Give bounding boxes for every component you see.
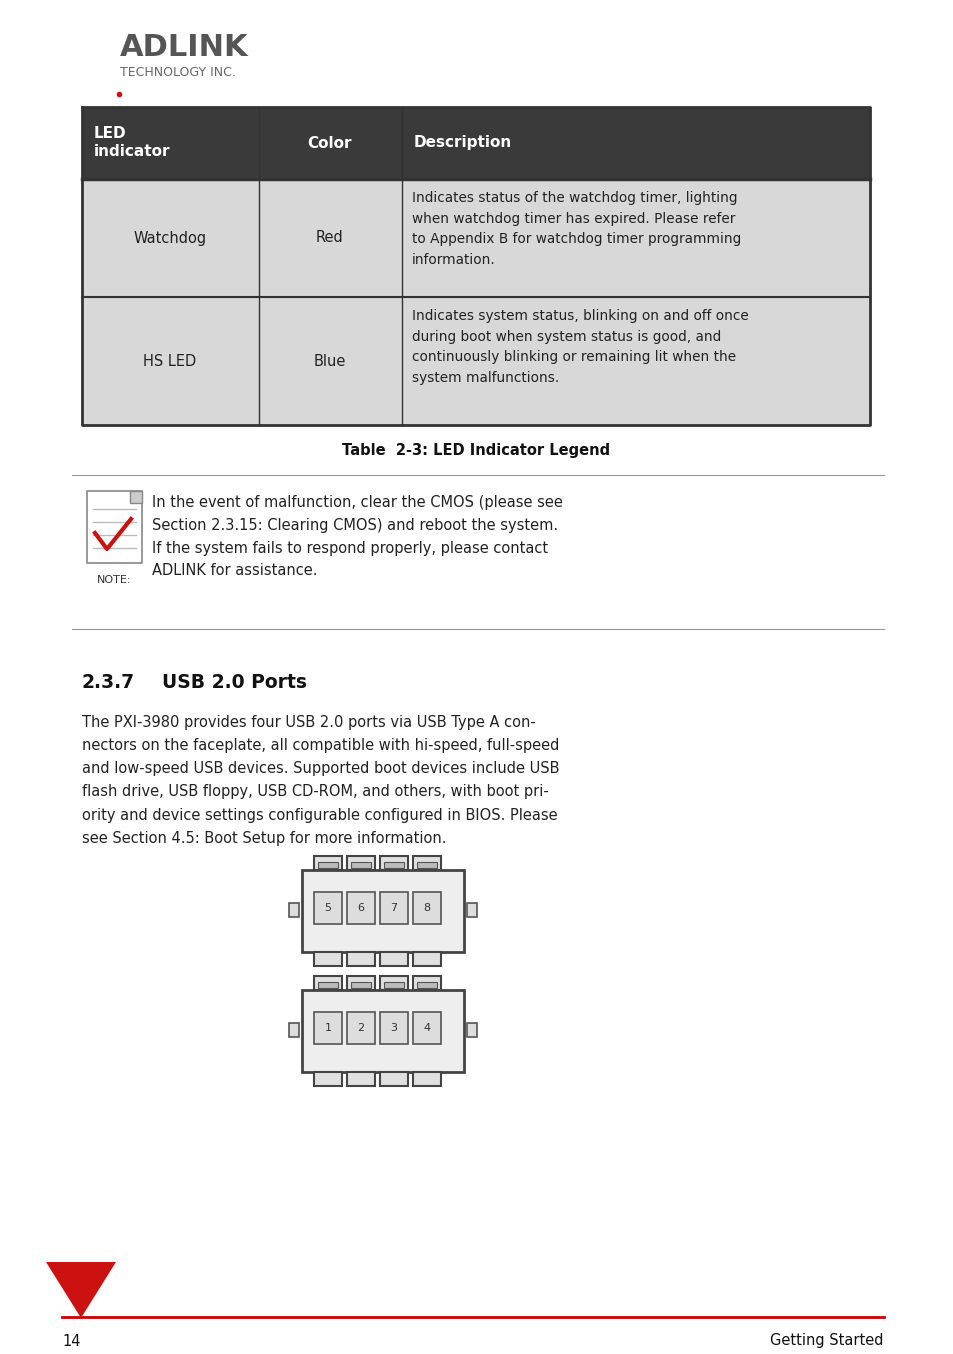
Text: Description: Description bbox=[414, 135, 512, 150]
Text: USB 2.0 Ports: USB 2.0 Ports bbox=[162, 673, 307, 692]
Text: LED
indicator: LED indicator bbox=[94, 126, 171, 160]
Text: 5: 5 bbox=[324, 903, 331, 913]
Bar bbox=[289, 903, 298, 917]
Bar bbox=[347, 1011, 375, 1044]
Bar bbox=[82, 107, 869, 179]
Text: Table  2-3: LED Indicator Legend: Table 2-3: LED Indicator Legend bbox=[341, 444, 609, 459]
Text: 2: 2 bbox=[357, 1024, 364, 1033]
Text: 8: 8 bbox=[423, 903, 430, 913]
Text: ADLINK: ADLINK bbox=[120, 34, 249, 62]
Bar bbox=[384, 862, 403, 868]
Text: Indicates system status, blinking on and off once
during boot when system status: Indicates system status, blinking on and… bbox=[412, 309, 748, 385]
Bar bbox=[467, 903, 476, 917]
Bar bbox=[317, 862, 337, 868]
Polygon shape bbox=[46, 1262, 116, 1317]
Bar bbox=[379, 1072, 408, 1086]
Bar bbox=[87, 492, 142, 563]
Text: The PXI-3980 provides four USB 2.0 ports via USB Type A con-
nectors on the face: The PXI-3980 provides four USB 2.0 ports… bbox=[82, 715, 558, 846]
Text: 7: 7 bbox=[390, 903, 397, 913]
Bar bbox=[416, 862, 436, 868]
Bar bbox=[351, 862, 371, 868]
Text: 3: 3 bbox=[390, 1024, 397, 1033]
Polygon shape bbox=[130, 492, 142, 502]
Bar bbox=[347, 892, 375, 923]
Bar bbox=[413, 976, 440, 990]
Text: 1: 1 bbox=[324, 1024, 331, 1033]
Bar bbox=[314, 892, 341, 923]
Bar bbox=[314, 952, 341, 965]
Bar bbox=[302, 990, 463, 1072]
Bar bbox=[82, 297, 869, 425]
Text: 14: 14 bbox=[62, 1334, 80, 1349]
Text: 4: 4 bbox=[423, 1024, 430, 1033]
Text: In the event of malfunction, clear the CMOS (please see
Section 2.3.15: Clearing: In the event of malfunction, clear the C… bbox=[152, 496, 562, 578]
Bar bbox=[379, 892, 408, 923]
Text: Watchdog: Watchdog bbox=[133, 230, 207, 245]
Bar bbox=[384, 982, 403, 988]
Text: 6: 6 bbox=[357, 903, 364, 913]
Bar bbox=[379, 952, 408, 965]
Text: Color: Color bbox=[308, 135, 352, 150]
Text: Blue: Blue bbox=[314, 353, 346, 368]
Bar bbox=[379, 1011, 408, 1044]
Bar bbox=[413, 952, 440, 965]
Text: HS LED: HS LED bbox=[143, 353, 196, 368]
Bar bbox=[351, 982, 371, 988]
Bar bbox=[347, 856, 375, 871]
Bar bbox=[314, 856, 341, 871]
Text: 2.3.7: 2.3.7 bbox=[82, 673, 135, 692]
Bar bbox=[413, 1072, 440, 1086]
Text: Indicates status of the watchdog timer, lighting
when watchdog timer has expired: Indicates status of the watchdog timer, … bbox=[412, 191, 740, 267]
Bar bbox=[82, 179, 869, 297]
Bar bbox=[302, 871, 463, 952]
Bar bbox=[416, 982, 436, 988]
Bar bbox=[379, 976, 408, 990]
Bar bbox=[314, 1011, 341, 1044]
Bar bbox=[413, 856, 440, 871]
Bar bbox=[347, 976, 375, 990]
Bar bbox=[379, 856, 408, 871]
Bar bbox=[314, 1072, 341, 1086]
Bar bbox=[289, 1024, 298, 1037]
Text: NOTE:: NOTE: bbox=[96, 575, 132, 585]
Text: Getting Started: Getting Started bbox=[770, 1334, 883, 1349]
Text: TECHNOLOGY INC.: TECHNOLOGY INC. bbox=[120, 65, 235, 79]
Text: Red: Red bbox=[315, 230, 343, 245]
Bar bbox=[317, 982, 337, 988]
Bar bbox=[347, 952, 375, 965]
Bar bbox=[413, 1011, 440, 1044]
Bar bbox=[413, 892, 440, 923]
Bar bbox=[347, 1072, 375, 1086]
Bar bbox=[314, 976, 341, 990]
Bar bbox=[467, 1024, 476, 1037]
